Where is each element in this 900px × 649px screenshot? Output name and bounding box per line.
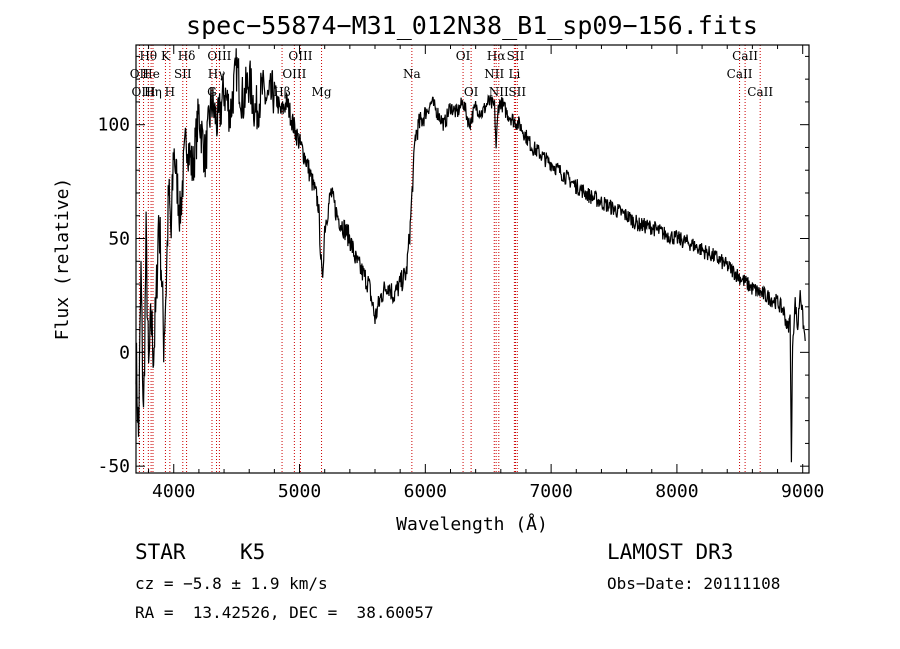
x-tick-label: 8000 <box>655 481 698 502</box>
spectral-line-label: Hδ <box>178 49 196 63</box>
y-tick-label: 100 <box>97 115 130 136</box>
y-axis-label: Flux (relative) <box>52 178 73 341</box>
spectral-line-label: He <box>142 67 160 81</box>
flux-line <box>135 48 806 463</box>
y-tick-label: 50 <box>108 229 130 250</box>
x-tick-label: 4000 <box>152 481 195 502</box>
spectral-line-label: SII <box>508 85 526 99</box>
spectral-line-label: G <box>207 85 217 99</box>
spectral-line-label: Hθ <box>139 49 157 63</box>
axis-ticks: 4000 5000 6000 7000 8000 9000 -50 0 50 100 <box>97 45 824 502</box>
spectral-line-label: Hη <box>144 85 162 99</box>
y-tick-label: 0 <box>119 342 130 363</box>
chart-title: spec−55874−M31_012N38_B1_sp09−156.fits <box>186 11 758 40</box>
spectral-line-label: OI <box>456 49 471 63</box>
x-axis-label: Wavelength (Å) <box>396 513 548 535</box>
x-tick-label: 6000 <box>404 481 447 502</box>
spectral-line-label: NII <box>489 85 509 99</box>
x-tick-label: 9000 <box>781 481 824 502</box>
spectral-line-label: OIII <box>132 85 156 99</box>
spectral-line-label: SII <box>174 67 192 81</box>
spectral-line-label: OII <box>130 67 150 81</box>
spectral-line-label: H <box>165 85 175 99</box>
spectral-line-label: Li <box>508 67 520 81</box>
object-class: STAR <box>135 540 186 564</box>
redshift-velocity: cz = −5.8 ± 1.9 km/s <box>135 574 328 593</box>
observation-date: Obs−Date: 20111108 <box>607 574 781 593</box>
spectral-line-label: OIII <box>288 49 312 63</box>
spectral-line-label: OIII <box>207 49 231 63</box>
spectral-line-label: K <box>161 49 171 63</box>
plot-frame <box>135 44 810 474</box>
spectral-line-label: OI <box>464 85 479 99</box>
x-tick-label: 5000 <box>278 481 321 502</box>
survey-name: LAMOST DR3 <box>607 540 734 564</box>
x-tick-label: 7000 <box>529 481 572 502</box>
spectral-line-label: CaII <box>727 67 753 81</box>
spectral-line-label: Hγ <box>208 67 226 81</box>
spectral-line-label: Mg <box>312 85 332 99</box>
spectral-line-label: Hα <box>487 49 506 63</box>
spectral-line-label: Na <box>403 67 421 81</box>
spectral-line-label: CaII <box>747 85 773 99</box>
spectral-line-label: OIII <box>282 67 306 81</box>
spectral-line-label: CaII <box>732 49 758 63</box>
object-subclass: K5 <box>240 540 266 564</box>
spectral-line-label: SII <box>507 49 525 63</box>
coordinates: RA = 13.42526, DEC = 38.60057 <box>135 603 434 622</box>
spectral-line-label: NII <box>484 67 504 81</box>
y-tick-label: -50 <box>97 456 130 477</box>
